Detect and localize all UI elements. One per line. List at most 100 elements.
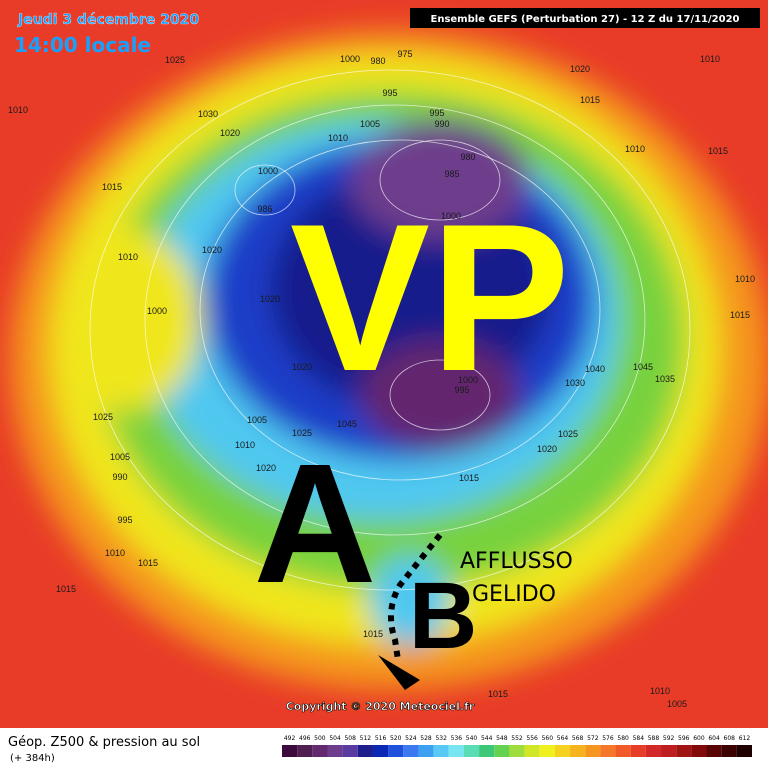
scale-swatch xyxy=(736,745,752,757)
arrow-head xyxy=(378,655,420,690)
pressure-label: 1015 xyxy=(56,584,76,594)
map-fields xyxy=(0,0,768,728)
scale-label: 596 xyxy=(678,735,690,742)
pressure-label: 1045 xyxy=(633,362,653,372)
pressure-label: 1005 xyxy=(110,452,130,462)
pressure-label: 1015 xyxy=(580,95,600,105)
scale-swatch xyxy=(282,745,298,757)
pressure-label: 1020 xyxy=(570,64,590,74)
pressure-label: 995 xyxy=(117,515,132,525)
scale-swatch xyxy=(494,745,510,757)
scale-swatch xyxy=(539,745,555,757)
scale-swatch xyxy=(297,745,313,757)
flow-label: GELIDO xyxy=(472,582,556,607)
scale-swatch xyxy=(691,745,707,757)
pressure-label: 1010 xyxy=(650,686,670,696)
scale-swatch xyxy=(372,745,389,757)
copyright: Copyright © 2020 Meteociel.fr xyxy=(286,700,475,713)
pressure-label: 995 xyxy=(429,108,444,118)
footer-lead: (+ 384h) xyxy=(10,753,55,764)
pressure-label: 1030 xyxy=(565,378,585,388)
pressure-label: 1025 xyxy=(93,412,113,422)
pressure-label: 1020 xyxy=(292,362,312,372)
scale-label: 580 xyxy=(617,735,629,742)
pressure-label: 980 xyxy=(460,152,475,162)
scale-swatch xyxy=(312,745,328,757)
pressure-label: 1040 xyxy=(585,364,605,374)
scale-swatch xyxy=(433,745,449,757)
high-label: A xyxy=(254,429,377,619)
pressure-label: 1020 xyxy=(256,463,276,473)
pressure-labels: 1010 1025 1030 1020 1000 980 975 995 1005 1010 995… xyxy=(8,49,755,709)
pressure-label: 995 xyxy=(382,88,397,98)
scale-label: 540 xyxy=(466,735,478,742)
pressure-label: 1015 xyxy=(730,310,750,320)
scale-swatch xyxy=(403,745,419,757)
color-scale: 492 496 500 504 508 512 516 520 524 528 532 536 540 5… xyxy=(282,735,752,757)
pressure-label: 1010 xyxy=(328,133,348,143)
vortex-label: VP xyxy=(290,180,570,415)
scale-swatch xyxy=(570,745,586,757)
scale-label: 588 xyxy=(648,735,660,742)
pressure-label: 995 xyxy=(454,385,469,395)
scale-label: 564 xyxy=(557,735,569,742)
pressure-label: 1035 xyxy=(655,374,675,384)
pressure-label: 1010 xyxy=(8,105,28,115)
scale-label: 600 xyxy=(693,735,705,742)
pressure-label: 990 xyxy=(434,119,449,129)
scale-label: 560 xyxy=(542,735,554,742)
scale-swatch xyxy=(645,745,662,757)
pressure-label: 1015 xyxy=(488,689,508,699)
pressure-label: 1005 xyxy=(360,119,380,129)
pressure-label: 1010 xyxy=(700,54,720,64)
scale-label: 508 xyxy=(344,735,356,742)
pressure-label: 1000 xyxy=(458,375,478,385)
scale-swatch xyxy=(600,745,616,757)
pressure-label: 985 xyxy=(444,169,459,179)
pressure-label: 1020 xyxy=(260,294,280,304)
pressure-label: 975 xyxy=(397,49,412,59)
pressure-label: 1020 xyxy=(537,444,557,454)
local-time: 14:00 locale xyxy=(14,33,151,57)
scale-label: 512 xyxy=(360,735,372,742)
scale-label: 528 xyxy=(420,735,432,742)
pressure-label: 1015 xyxy=(459,473,479,483)
scale-swatch xyxy=(388,745,404,757)
scale-label: 496 xyxy=(299,735,311,742)
scale-label: 492 xyxy=(284,735,296,742)
pressure-label: 1010 xyxy=(105,548,125,558)
pressure-label: 1005 xyxy=(667,699,687,709)
footer-title: Géop. Z500 & pression au sol xyxy=(8,735,200,750)
scale-label: 544 xyxy=(481,735,493,742)
pressure-label: 1025 xyxy=(558,429,578,439)
pressure-label: 1025 xyxy=(292,428,312,438)
pressure-label: 1000 xyxy=(147,306,167,316)
pressure-label: 986 xyxy=(257,204,272,214)
pressure-label: 1030 xyxy=(198,109,218,119)
scale-label: 612 xyxy=(739,735,751,742)
pressure-label: 1045 xyxy=(337,419,357,429)
scale-label: 548 xyxy=(496,735,508,742)
scale-label: 532 xyxy=(435,735,447,742)
scale-swatch xyxy=(418,745,434,757)
low-label: B xyxy=(409,563,478,669)
scale-swatch xyxy=(448,745,464,757)
scale-label: 604 xyxy=(708,735,720,742)
scale-swatch xyxy=(676,745,692,757)
model-banner xyxy=(410,8,760,28)
scale-label: 524 xyxy=(405,735,417,742)
scale-swatch xyxy=(463,745,480,757)
pressure-label: 1005 xyxy=(247,415,267,425)
scale-label: 592 xyxy=(663,735,675,742)
pressure-label: 1010 xyxy=(625,144,645,154)
scale-label: 536 xyxy=(451,735,463,742)
scale-label: 552 xyxy=(511,735,523,742)
scale-swatch xyxy=(585,745,601,757)
scale-swatch xyxy=(524,745,540,757)
pressure-label: 1000 xyxy=(441,211,461,221)
scale-swatch xyxy=(357,745,373,757)
scale-swatch xyxy=(342,745,358,757)
pressure-label: 990 xyxy=(112,472,127,482)
pressure-label: 980 xyxy=(370,56,385,66)
